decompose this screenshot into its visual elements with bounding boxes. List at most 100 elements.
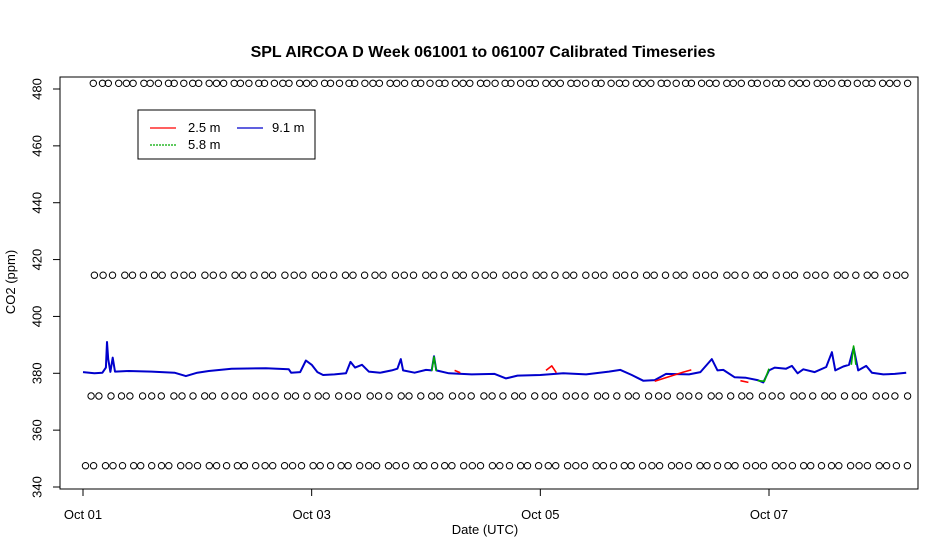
marker-point: [391, 271, 400, 279]
marker-point: [903, 79, 912, 88]
marker-point: [466, 79, 474, 88]
marker-point: [222, 462, 231, 470]
marker-point: [851, 392, 859, 400]
marker-point: [365, 462, 373, 470]
marker-point: [510, 271, 519, 279]
marker-point: [345, 79, 353, 88]
marker-point: [863, 271, 871, 279]
marker-row-0: [89, 79, 912, 88]
marker-point: [532, 271, 540, 279]
marker-point: [591, 79, 600, 88]
marker-row-1: [90, 271, 909, 279]
marker-point: [268, 271, 277, 279]
marker-point: [208, 392, 217, 400]
marker-point: [177, 462, 185, 470]
marker-point: [193, 462, 202, 470]
marker-point: [81, 462, 90, 470]
marker-point: [601, 392, 610, 400]
marker-point: [157, 392, 166, 400]
marker-point: [881, 392, 890, 400]
marker-point: [349, 271, 357, 279]
marker-point: [672, 271, 680, 279]
marker-point: [542, 79, 550, 88]
marker-point: [310, 79, 318, 88]
marker-point: [150, 271, 159, 279]
marker-point: [154, 79, 163, 88]
marker-point: [886, 79, 894, 88]
marker-point: [724, 462, 732, 470]
marker-point: [452, 271, 460, 279]
marker-point: [288, 462, 297, 470]
marker-point: [231, 271, 239, 279]
marker-point: [713, 462, 722, 470]
y-axis-title: CO2 (ppm): [3, 250, 18, 314]
marker-point: [314, 392, 322, 400]
marker-point: [137, 462, 145, 470]
marker-point: [729, 79, 737, 88]
marker-point: [270, 79, 279, 88]
marker-point: [846, 462, 855, 470]
marker-point: [316, 462, 324, 470]
marker-point: [299, 271, 307, 279]
marker-point: [790, 271, 799, 279]
y-tick-label-460: 460: [30, 135, 45, 157]
marker-point: [236, 79, 245, 88]
marker-point: [599, 462, 608, 470]
marker-point: [139, 271, 148, 279]
marker-point: [471, 271, 479, 279]
marker-point: [639, 79, 647, 88]
marker-point: [303, 392, 311, 400]
marker-point: [180, 79, 188, 88]
marker-point: [371, 271, 379, 279]
marker-point: [239, 271, 247, 279]
y-tick-label-340: 340: [30, 476, 45, 498]
marker-point: [221, 392, 229, 400]
marker-row-2: [87, 392, 912, 400]
marker-point: [205, 462, 214, 470]
marker-point: [868, 79, 876, 88]
marker-point: [337, 462, 345, 470]
marker-point: [788, 462, 797, 470]
marker-point: [516, 79, 525, 88]
marker-point: [638, 462, 647, 470]
marker-point: [252, 462, 260, 470]
marker-point: [467, 392, 475, 400]
marker-point: [687, 79, 696, 88]
marker-point: [580, 462, 589, 470]
marker-point: [309, 462, 317, 470]
marker-point: [322, 392, 330, 400]
marker-point: [882, 462, 891, 470]
marker-point: [573, 79, 581, 88]
marker-point: [129, 79, 137, 88]
marker-point: [632, 392, 640, 400]
x-tick-label-2: Oct 05: [521, 507, 559, 522]
data-series: [82, 341, 907, 384]
marker-point: [87, 392, 95, 400]
series-line-9-1-m: [82, 341, 907, 384]
marker-point: [201, 392, 209, 400]
marker-point: [613, 392, 621, 400]
marker-point: [707, 392, 715, 400]
marker-point: [648, 462, 656, 470]
marker-point: [875, 462, 883, 470]
marker-point: [903, 462, 912, 470]
marker-point: [255, 79, 263, 88]
marker-point: [622, 79, 630, 88]
marker-point: [891, 392, 899, 400]
marker-point: [859, 392, 868, 400]
x-tick-label-0: Oct 01: [64, 507, 102, 522]
marker-point: [723, 271, 731, 279]
marker-point: [361, 79, 369, 88]
marker-point: [326, 79, 335, 88]
marker-point: [344, 462, 352, 470]
marker-point: [570, 271, 578, 279]
marker-point: [379, 271, 387, 279]
marker-point: [828, 79, 836, 88]
marker-point: [798, 392, 806, 400]
marker-point: [89, 79, 98, 88]
marker-point: [607, 79, 615, 88]
marker-point: [281, 271, 289, 279]
legend-label-2-5m: 2.5 m: [188, 120, 221, 135]
marker-point: [95, 392, 103, 400]
marker-point: [353, 392, 362, 400]
